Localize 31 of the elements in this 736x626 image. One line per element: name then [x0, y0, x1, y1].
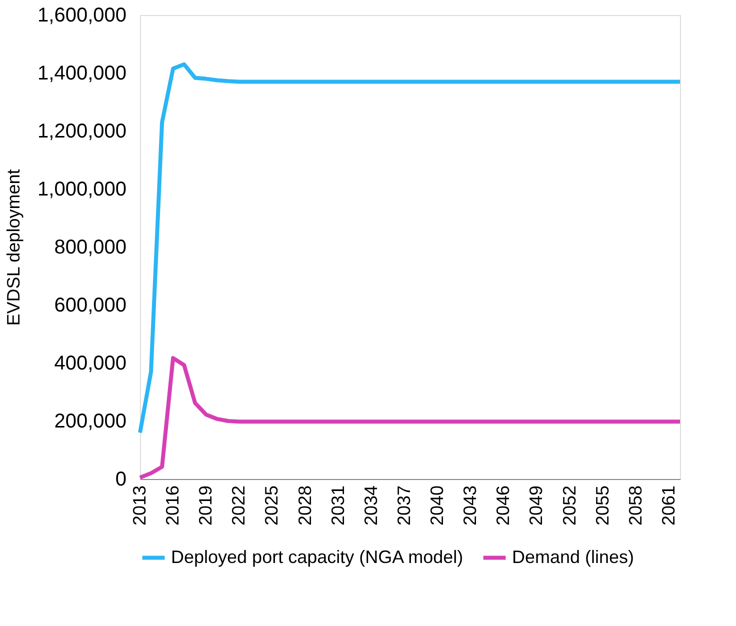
y-tick-label: 1,000,000	[38, 178, 126, 200]
y-tick-label: 200,000	[54, 410, 126, 432]
x-tick-label: 2025	[262, 486, 282, 526]
y-tick-label: 800,000	[54, 236, 126, 258]
x-tick-label: 2052	[559, 486, 580, 526]
x-tick-label: 2049	[526, 486, 546, 526]
x-tick-label: 2043	[460, 486, 480, 526]
x-tick-label: 2058	[625, 486, 646, 526]
x-tick-label: 2061	[658, 486, 678, 526]
line-series	[138, 356, 682, 480]
x-tick-label: 2055	[592, 486, 612, 526]
y-tick-label: 1,400,000	[38, 62, 126, 84]
x-tick-label: 2031	[328, 486, 348, 526]
y-tick-label: 1,200,000	[38, 120, 126, 142]
x-tick-label: 2046	[493, 486, 514, 526]
x-tick-label: 2034	[360, 486, 381, 526]
y-tick-label: 0	[115, 468, 126, 490]
y-axis-title: EVDSL deployment	[4, 169, 24, 326]
x-tick-label: 2019	[196, 486, 216, 526]
y-tick-label: 1,600,000	[38, 4, 126, 26]
x-tick-label: 2013	[130, 486, 150, 526]
y-tick-label: 400,000	[54, 352, 126, 374]
x-tick-label: 2037	[394, 486, 414, 526]
y-tick-label: 600,000	[54, 294, 126, 316]
legend-label: Deployed port capacity (NGA model)	[171, 546, 464, 567]
legend-label: Demand (lines)	[512, 546, 634, 567]
x-tick-label: 2028	[294, 486, 315, 526]
x-tick-label: 2040	[427, 486, 448, 526]
x-tick-label: 2022	[228, 486, 249, 526]
x-tick-label: 2016	[162, 486, 183, 526]
line-series	[138, 62, 682, 435]
